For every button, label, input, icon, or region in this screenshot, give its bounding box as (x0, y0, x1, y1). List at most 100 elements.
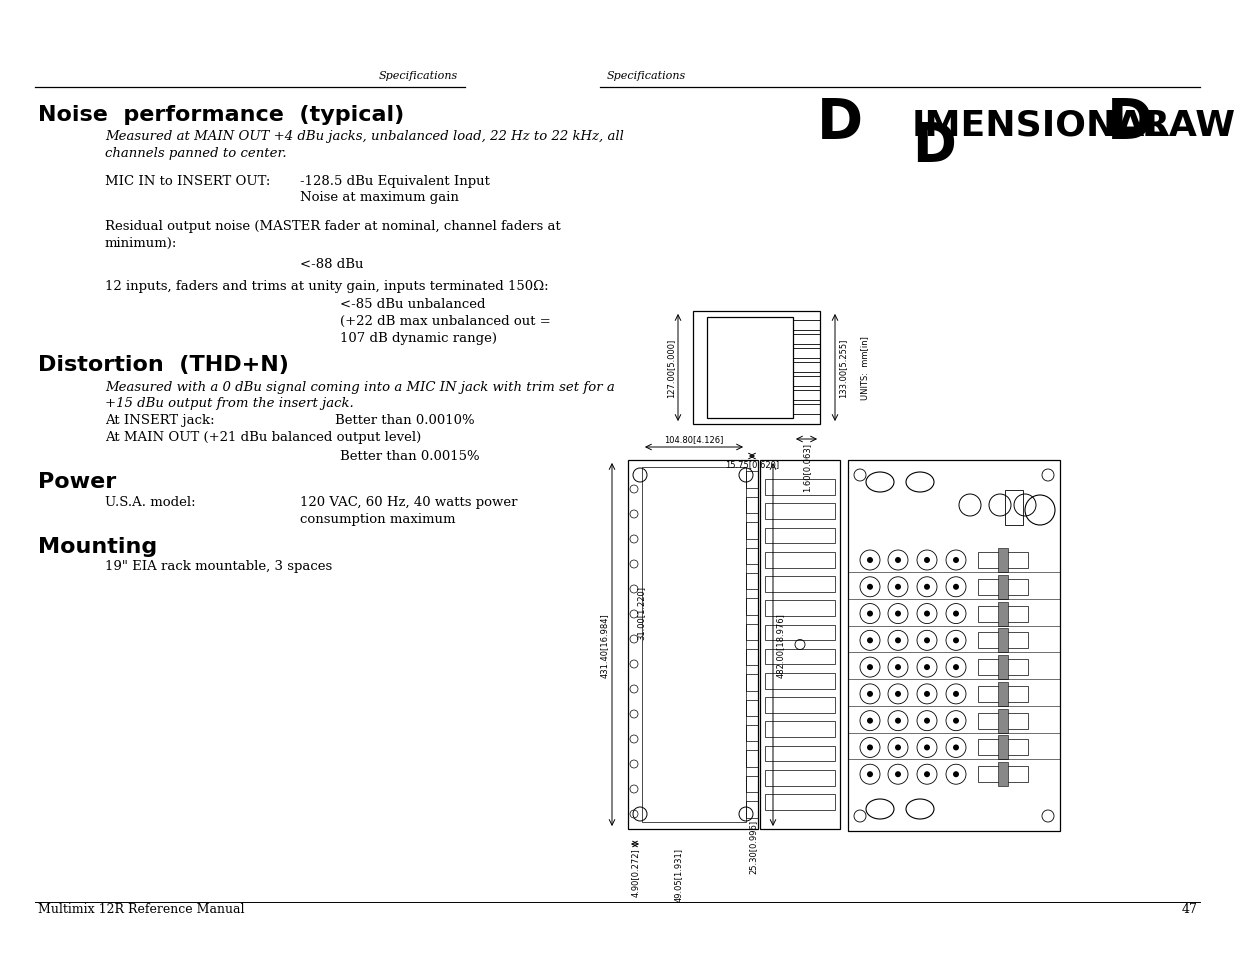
Circle shape (895, 638, 902, 643)
Text: Measured at MAIN OUT +4 dBu jacks, unbalanced load, 22 Hz to 22 kHz, all: Measured at MAIN OUT +4 dBu jacks, unbal… (105, 130, 624, 143)
Circle shape (867, 584, 873, 590)
Text: Power: Power (38, 472, 116, 492)
Circle shape (953, 584, 960, 590)
Bar (764, 770, 835, 785)
Circle shape (924, 691, 930, 698)
Circle shape (953, 691, 960, 698)
Circle shape (895, 744, 902, 751)
Circle shape (924, 638, 930, 643)
Bar (978, 740, 1028, 756)
Text: 47: 47 (1181, 902, 1197, 915)
Circle shape (867, 611, 873, 617)
Bar (1005, 491, 1023, 525)
Bar (978, 713, 1028, 729)
Text: <-85 dBu unbalanced: <-85 dBu unbalanced (340, 297, 485, 311)
Text: Residual output noise (MASTER fader at nominal, channel faders at: Residual output noise (MASTER fader at n… (105, 220, 561, 233)
Text: -128.5 dBu Equivalent Input: -128.5 dBu Equivalent Input (300, 174, 490, 188)
Text: 49.05[1.931]: 49.05[1.931] (674, 847, 683, 901)
Bar (746, 574, 758, 590)
Circle shape (924, 744, 930, 751)
Text: Noise  performance  (typical): Noise performance (typical) (38, 105, 404, 125)
Bar (764, 479, 835, 496)
Circle shape (953, 771, 960, 778)
Bar (746, 700, 758, 717)
Text: 25.30[0.996]: 25.30[0.996] (748, 820, 758, 873)
Circle shape (867, 718, 873, 724)
Circle shape (924, 771, 930, 778)
Text: 31.00[1.220]: 31.00[1.220] (636, 585, 645, 639)
Bar (998, 629, 1008, 653)
Bar (998, 602, 1008, 626)
Text: 482.00[18.976]: 482.00[18.976] (776, 613, 785, 678)
Text: Distortion  (THD+N): Distortion (THD+N) (38, 355, 289, 375)
Bar (793, 391, 820, 400)
Circle shape (867, 638, 873, 643)
Bar (998, 682, 1008, 706)
Bar (746, 472, 758, 488)
Text: Specifications: Specifications (379, 71, 458, 81)
Bar (793, 349, 820, 358)
Bar (746, 522, 758, 539)
Circle shape (895, 584, 902, 590)
Text: +15 dBu output from the insert jack.: +15 dBu output from the insert jack. (105, 396, 353, 410)
Circle shape (895, 558, 902, 563)
Bar (764, 721, 835, 738)
Text: 104.80[4.126]: 104.80[4.126] (664, 435, 724, 443)
Text: IMENSIONAL: IMENSIONAL (911, 108, 1168, 142)
Text: D: D (911, 120, 956, 172)
Bar (793, 363, 820, 373)
Bar (764, 673, 835, 689)
Bar (764, 553, 835, 568)
Bar (764, 600, 835, 617)
Text: At MAIN OUT (+21 dBu balanced output level): At MAIN OUT (+21 dBu balanced output lev… (105, 431, 421, 443)
Circle shape (895, 691, 902, 698)
Bar (764, 625, 835, 640)
Circle shape (867, 771, 873, 778)
Text: D: D (1107, 96, 1153, 150)
Bar (764, 746, 835, 761)
Circle shape (867, 744, 873, 751)
Text: 133.00[5.255]: 133.00[5.255] (839, 338, 847, 397)
Bar (793, 405, 820, 415)
Circle shape (895, 611, 902, 617)
Text: Mounting: Mounting (38, 537, 157, 557)
Bar (746, 598, 758, 615)
Circle shape (895, 718, 902, 724)
Text: 107 dB dynamic range): 107 dB dynamic range) (340, 332, 496, 345)
Circle shape (895, 771, 902, 778)
Text: 12 inputs, faders and trims at unity gain, inputs terminated 150Ω:: 12 inputs, faders and trims at unity gai… (105, 280, 548, 293)
Bar (998, 548, 1008, 573)
Text: consumption maximum: consumption maximum (300, 513, 456, 525)
Bar (746, 801, 758, 818)
Bar (746, 751, 758, 767)
Bar (764, 698, 835, 713)
Bar (746, 548, 758, 564)
Bar (793, 376, 820, 387)
Bar (746, 497, 758, 514)
Text: minimum):: minimum): (105, 236, 178, 250)
Bar (978, 553, 1028, 568)
Text: D: D (818, 96, 863, 150)
Bar (978, 633, 1028, 649)
Bar (760, 460, 840, 829)
Circle shape (895, 664, 902, 670)
Text: Specifications: Specifications (606, 71, 687, 81)
Circle shape (867, 664, 873, 670)
Text: Multimix 12R Reference Manual: Multimix 12R Reference Manual (38, 902, 245, 915)
Bar (746, 624, 758, 640)
Bar (998, 762, 1008, 786)
Circle shape (924, 718, 930, 724)
Text: 4.90[0.272]: 4.90[0.272] (631, 847, 640, 896)
Circle shape (924, 558, 930, 563)
Text: RAWING: RAWING (1142, 108, 1235, 142)
Text: channels panned to center.: channels panned to center. (105, 147, 287, 160)
Bar (978, 686, 1028, 702)
Bar (793, 335, 820, 345)
Bar (764, 794, 835, 810)
Bar (706, 317, 793, 418)
Bar (693, 312, 820, 424)
Circle shape (953, 638, 960, 643)
Circle shape (867, 691, 873, 698)
Text: 120 VAC, 60 Hz, 40 watts power: 120 VAC, 60 Hz, 40 watts power (300, 496, 517, 509)
Text: Noise at maximum gain: Noise at maximum gain (300, 191, 459, 204)
